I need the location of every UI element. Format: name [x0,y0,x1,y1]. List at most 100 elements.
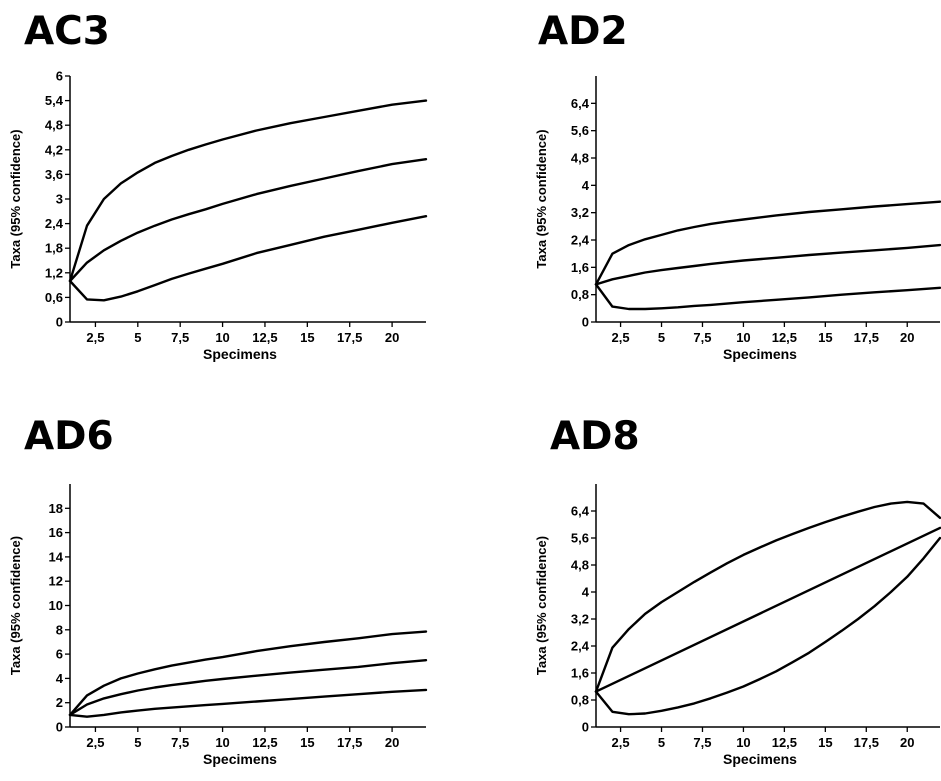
series-line-1 [594,500,941,693]
chart-title-ac3: AC3 [24,9,110,54]
y-tick-label: 6 [56,69,63,84]
x-tick-label: 20 [385,330,399,345]
x-tick-label: 20 [385,735,399,750]
y-tick-label: 4,8 [45,118,63,133]
y-tick-label: 3,2 [571,205,589,220]
x-tick-label: 12,5 [772,330,797,345]
series-line-2 [68,659,428,717]
chart-ad6: 0 2 4 6 8 10 12 14 16 18 2,5 5 7,5 10 12,5 15 17,5 20 Spec… [8,484,428,767]
y-tick-label: 6,4 [571,96,590,111]
x-axis-label: Specimens [203,751,277,767]
y-tick-label: 0 [582,720,589,735]
x-tick-label: 17,5 [337,735,362,750]
x-tick-label: 7,5 [693,330,711,345]
y-tick-label: 6,4 [571,504,590,519]
series-line-2 [594,243,941,286]
y-tick-label: 2,4 [571,233,590,248]
series-line-3 [68,688,428,718]
chart-ad2: 0 0,8 1,6 2,4 3,2 4 4,8 5,6 6,4 2,5 5 7,5 10 12,5 15 17… [534,76,941,362]
y-tick-label: 18 [49,501,63,516]
y-tick-label: 1,6 [571,666,589,681]
y-tick-label: 0,8 [571,693,589,708]
x-tick-label: 5 [658,735,665,750]
y-tick-label: 8 [56,622,63,637]
y-tick-label: 5,6 [571,123,589,138]
y-tick-label: 2 [56,695,63,710]
x-tick-label: 17,5 [337,330,362,345]
x-tick-label: 10 [736,735,750,750]
x-tick-label: 20 [900,330,914,345]
x-tick-label: 2,5 [86,735,104,750]
x-tick-label: 15 [300,735,314,750]
y-tick-label: 0,8 [571,287,589,302]
y-tick-label: 4,2 [45,142,63,157]
x-tick-label: 2,5 [612,735,630,750]
y-tick-label: 0 [56,720,63,735]
chart-title-ad6: AD6 [24,414,114,459]
y-tick-label: 1,8 [45,241,63,256]
chart-title-ad2: AD2 [538,9,628,54]
y-tick-label: 4 [582,585,590,600]
x-tick-label: 7,5 [171,735,189,750]
y-tick-label: 4 [56,671,64,686]
x-tick-label: 7,5 [693,735,711,750]
y-tick-label: 1,6 [571,260,589,275]
y-tick-label: 3,6 [45,167,63,182]
x-tick-label: 15 [818,735,832,750]
x-tick-label: 2,5 [612,330,630,345]
y-tick-label: 4 [582,178,590,193]
series-line-3 [594,536,941,716]
x-tick-label: 5 [658,330,665,345]
y-tick-label: 10 [49,598,63,613]
series-line-3 [68,214,428,302]
x-tick-label: 15 [818,330,832,345]
y-axis-label: Taxa (95% confidence) [8,129,23,268]
y-tick-label: 5,4 [45,93,64,108]
x-tick-label: 15 [300,330,314,345]
y-axis-label: Taxa (95% confidence) [534,536,549,675]
x-axis-label: Specimens [203,346,277,362]
y-tick-label: 4,8 [571,151,589,166]
x-tick-label: 5 [134,330,141,345]
x-tick-label: 12,5 [772,735,797,750]
x-axis-label: Specimens [723,346,797,362]
x-tick-label: 12,5 [252,330,277,345]
x-tick-label: 10 [215,330,229,345]
chart-ac3: 0 0,6 1,2 1,8 2,4 3 3,6 4,2 4,8 5,4 6 2,5 5 7,5 10 12,5… [8,69,428,362]
x-tick-label: 10 [736,330,750,345]
y-tick-label: 2,4 [571,639,590,654]
series-line-1 [68,99,428,283]
x-tick-label: 17,5 [854,330,879,345]
x-tick-label: 7,5 [171,330,189,345]
y-tick-label: 2,4 [45,216,64,231]
y-tick-label: 4,8 [571,558,589,573]
x-tick-label: 2,5 [86,330,104,345]
y-tick-label: 3,2 [571,612,589,627]
x-tick-label: 12,5 [252,735,277,750]
x-tick-label: 5 [134,735,141,750]
x-tick-label: 17,5 [854,735,879,750]
x-axis-label: Specimens [723,751,797,767]
series-line-2 [68,157,428,283]
y-tick-label: 0,6 [45,290,63,305]
x-tick-label: 20 [900,735,914,750]
y-tick-label: 5,6 [571,531,589,546]
y-tick-label: 16 [49,525,63,540]
series-line-3 [594,283,941,311]
y-tick-label: 0 [56,315,63,330]
series-line-1 [594,200,941,286]
x-tick-label: 10 [215,735,229,750]
y-tick-label: 6 [56,647,63,662]
y-tick-label: 1,2 [45,265,63,280]
y-axis-label: Taxa (95% confidence) [8,536,23,675]
y-tick-label: 0 [582,315,589,330]
series-line-2 [594,526,941,693]
y-axis-label: Taxa (95% confidence) [534,129,549,268]
chart-title-ad8: AD8 [550,414,640,459]
y-tick-label: 12 [49,574,63,589]
y-tick-label: 14 [49,549,64,564]
chart-ad8: 0 0,8 1,6 2,4 3,2 4 4,8 5,6 6,4 2,5 5 7,5 10 12,5 15 17… [534,484,941,767]
series-line-1 [68,630,428,717]
y-tick-label: 3 [56,192,63,207]
